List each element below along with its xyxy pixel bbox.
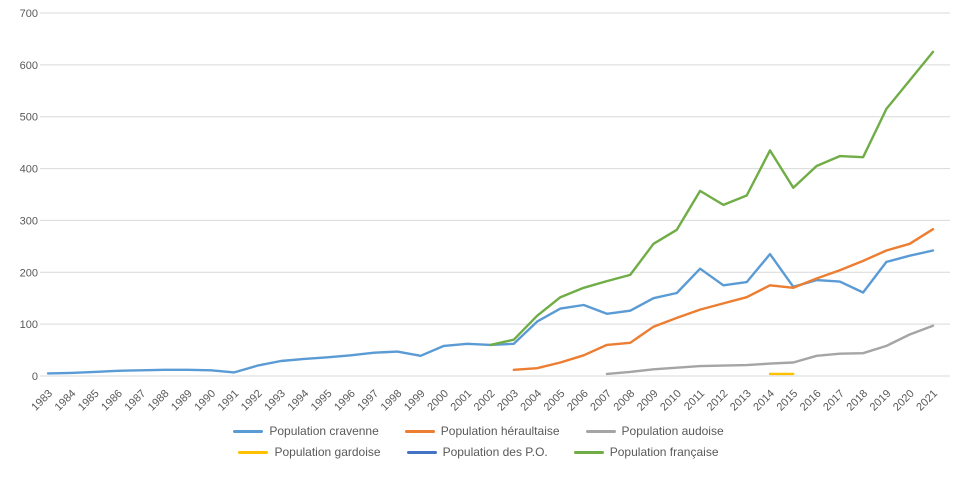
legend-item-population-gardoise: Population gardoise — [238, 445, 381, 459]
legend-label-population-gardoise: Population gardoise — [274, 445, 381, 459]
x-axis-label-2014: 2014 — [751, 388, 777, 414]
x-axis-label-2000: 2000 — [425, 388, 451, 414]
legend-label-population-fran-aise: Population française — [609, 445, 719, 459]
y-axis-label-200: 200 — [20, 267, 38, 279]
series-line-population-h-raultaise — [512, 228, 935, 371]
legend-item-population-fran-aise: Population française — [573, 445, 719, 459]
y-axis-label-300: 300 — [20, 215, 38, 227]
y-axis-label-700: 700 — [20, 8, 38, 20]
legend-swatch-population-audoise — [585, 429, 616, 433]
x-axis-label-1986: 1986 — [99, 388, 125, 414]
x-axis-label-1994: 1994 — [286, 388, 312, 414]
series-line-population-fran-aise — [489, 50, 935, 347]
x-axis-label-2015: 2015 — [775, 388, 801, 414]
x-axis-label-2008: 2008 — [612, 388, 638, 414]
x-axis-label-1993: 1993 — [262, 388, 288, 414]
x-axis-label-1991: 1991 — [216, 388, 242, 414]
x-axis-label-2007: 2007 — [588, 388, 614, 414]
x-axis-label-2020: 2020 — [891, 388, 917, 414]
x-axis-label-2017: 2017 — [821, 388, 847, 414]
legend-label-population-des-p-o-: Population des P.O. — [442, 445, 548, 459]
x-axis-label-1992: 1992 — [239, 388, 265, 414]
y-axis-label-600: 600 — [20, 60, 38, 72]
x-axis-label-2009: 2009 — [635, 388, 661, 414]
x-axis-label-1983: 1983 — [29, 388, 55, 414]
x-axis-label-2001: 2001 — [449, 388, 475, 414]
x-axis-label-2003: 2003 — [495, 388, 521, 414]
legend-swatch-population-h-raultaise — [404, 429, 435, 433]
x-axis-label-1990: 1990 — [192, 388, 218, 414]
legend-label-population-h-raultaise: Population héraultaise — [440, 424, 560, 438]
x-axis-label-2006: 2006 — [565, 388, 591, 414]
y-axis-label-0: 0 — [32, 371, 38, 383]
series-line-population-cravenne — [46, 249, 935, 375]
x-axis-label-1997: 1997 — [355, 388, 381, 414]
x-axis-label-1998: 1998 — [379, 388, 405, 414]
x-axis-label-2004: 2004 — [518, 388, 544, 414]
legend-item-population-cravenne: Population cravenne — [233, 424, 379, 438]
x-axis-label-2002: 2002 — [472, 388, 498, 414]
x-axis-label-2019: 2019 — [868, 388, 894, 414]
x-axis-label-2005: 2005 — [542, 388, 568, 414]
plot-area: 0100200300400500600700198319841985198619… — [20, 8, 950, 414]
series-line-population-audoise — [605, 324, 935, 376]
chart-legend: Population cravenne Population héraultais… — [0, 424, 957, 459]
x-axis-label-1999: 1999 — [402, 388, 428, 414]
legend-swatch-population-des-p-o- — [406, 450, 437, 454]
x-axis-label-2021: 2021 — [914, 388, 940, 414]
y-axis-label-400: 400 — [20, 164, 38, 176]
x-axis-label-2011: 2011 — [682, 388, 707, 413]
x-axis-label-1984: 1984 — [53, 388, 79, 414]
x-axis-label-1985: 1985 — [76, 388, 102, 414]
legend-swatch-population-fran-aise — [573, 450, 604, 454]
legend-row-1: Population cravenne Population héraultais… — [233, 424, 724, 438]
x-axis-label-2010: 2010 — [658, 388, 684, 414]
x-axis-label-2016: 2016 — [798, 388, 824, 414]
x-axis-label-1995: 1995 — [309, 388, 335, 414]
x-axis-label-1989: 1989 — [169, 388, 195, 414]
legend-row-2: Population gardoise Population des P.O. Po… — [238, 445, 719, 459]
x-axis-label-2013: 2013 — [728, 388, 754, 414]
x-axis-label-2012: 2012 — [705, 388, 731, 414]
legend-label-population-audoise: Population audoise — [621, 424, 724, 438]
legend-item-population-audoise: Population audoise — [585, 424, 724, 438]
legend-item-population-des-p-o-: Population des P.O. — [406, 445, 548, 459]
x-axis-label-1988: 1988 — [146, 388, 172, 414]
legend-item-population-h-raultaise: Population héraultaise — [404, 424, 560, 438]
y-axis-label-100: 100 — [20, 319, 38, 331]
x-axis-label-2018: 2018 — [844, 388, 870, 414]
legend-swatch-population-gardoise — [238, 450, 269, 454]
y-axis-label-500: 500 — [20, 112, 38, 124]
x-axis-label-1987: 1987 — [122, 388, 148, 414]
legend-label-population-cravenne: Population cravenne — [269, 424, 379, 438]
legend-swatch-population-cravenne — [233, 429, 264, 433]
x-axis-label-1996: 1996 — [332, 388, 358, 414]
